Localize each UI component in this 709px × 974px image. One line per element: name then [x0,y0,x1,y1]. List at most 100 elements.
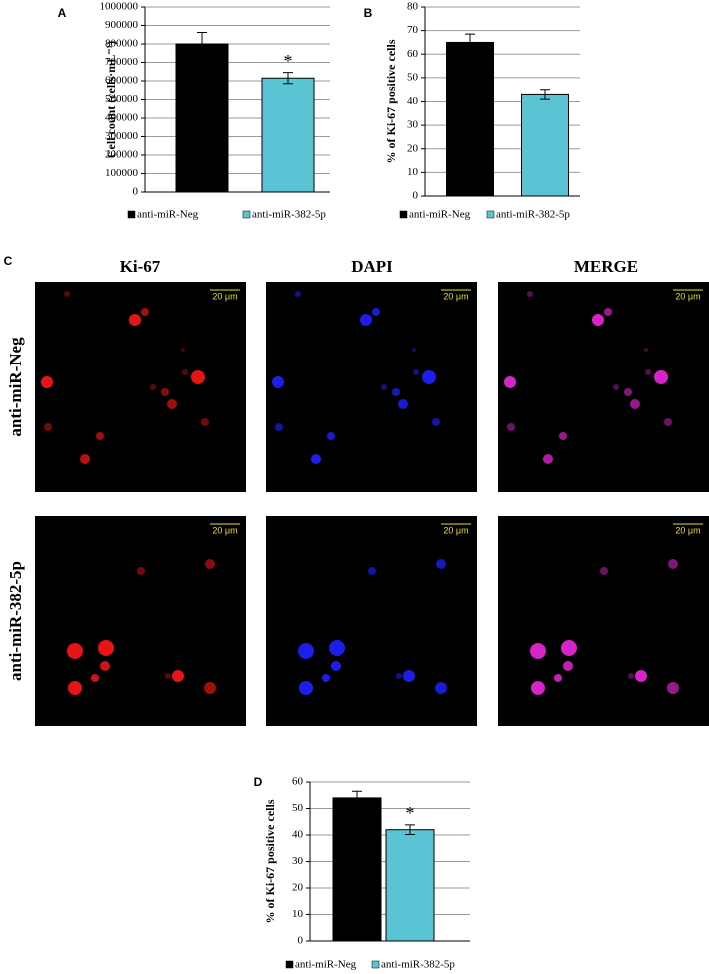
micrograph [498,516,709,726]
cell-nucleus [172,670,184,682]
y-tick-label: 20 [292,882,304,894]
cell-nucleus [436,559,446,569]
y-tick-label: 600000 [105,75,139,87]
cell-nucleus [368,567,376,575]
y-tick-label: 60 [292,776,304,788]
scale-bar-label: 20 μm [675,291,700,301]
cell-nucleus [327,432,335,440]
cell-nucleus [392,388,400,396]
cell-nucleus [205,559,215,569]
cell-nucleus [563,661,573,671]
cell-nucleus [191,370,205,384]
cell-nucleus [204,682,216,694]
micrograph [35,282,246,492]
cell-nucleus [181,348,185,352]
y-axis-title: % of Ki-67 positive cells [384,39,398,163]
legend-swatch [486,210,495,219]
micrograph [35,516,246,726]
cell-nucleus [396,673,402,679]
error-bar [283,72,293,85]
cell-nucleus [150,384,156,390]
cell-nucleus [329,640,345,656]
cell-nucleus [531,681,545,695]
error-bar [405,824,415,835]
legend-label: anti-miR-382-5p [252,209,326,221]
error-bar [465,33,475,52]
legend-swatch [371,960,380,969]
cell-nucleus [381,384,387,390]
cell-nucleus [422,370,436,384]
cell-nucleus [403,670,415,682]
cell-nucleus [322,674,330,682]
y-tick-label: 20 [407,142,419,154]
legend-label: anti-miR-382-5p [496,209,570,221]
cell-nucleus [559,432,567,440]
significance-mark: * [284,51,293,71]
micrograph [498,282,709,492]
y-tick-label: 400000 [105,112,139,124]
y-axis-title: % of Ki-67 positive cells [263,799,277,923]
cell-nucleus [295,291,301,297]
y-tick-label: 300000 [105,130,139,142]
cell-nucleus [398,399,408,409]
scale-bar-label: 20 μm [675,525,700,535]
column-header: MERGE [574,257,638,276]
error-bar [352,790,362,806]
cell-nucleus [141,308,149,316]
y-tick-label: 70 [407,24,419,36]
cell-nucleus [331,661,341,671]
y-tick-label: 50 [407,71,419,83]
micrograph [266,282,477,492]
bar [175,43,229,193]
legend-label: anti-miR-Neg [137,209,199,221]
cell-nucleus [412,348,416,352]
cell-nucleus [91,674,99,682]
cell-nucleus [100,661,110,671]
significance-mark: * [406,803,415,823]
panel-label: D [254,775,263,789]
y-tick-label: 100000 [105,167,139,179]
legend-swatch [399,210,408,219]
cell-nucleus [413,369,419,375]
y-tick-label: 10 [292,908,304,920]
cell-nucleus [527,291,533,297]
cell-nucleus [630,399,640,409]
cell-nucleus [635,670,647,682]
cell-nucleus [604,308,612,316]
row-header: anti-miR-Neg [6,337,25,437]
cell-nucleus [530,643,546,659]
y-tick-label: 0 [413,190,419,202]
y-tick-label: 10 [407,166,419,178]
cell-nucleus [554,674,562,682]
cell-nucleus [600,567,608,575]
cell-nucleus [167,399,177,409]
cell-nucleus [592,314,604,326]
legend-label: anti-miR-Neg [295,959,357,971]
y-tick-label: 60 [407,48,419,60]
cell-nucleus [96,432,104,440]
cell-nucleus [129,314,141,326]
y-tick-label: 500000 [105,93,139,105]
y-tick-label: 200000 [105,149,139,161]
scale-bar-label: 20 μm [443,525,468,535]
cell-nucleus [654,370,668,384]
panel-label: B [364,6,373,20]
bar [332,797,382,942]
scale-bar-label: 20 μm [212,291,237,301]
cell-nucleus [98,640,114,656]
cell-nucleus [668,559,678,569]
legend-swatch [127,210,136,219]
y-tick-label: 80 [407,1,419,13]
y-tick-label: 0 [133,186,139,198]
cell-nucleus [201,418,209,426]
bar [385,829,435,942]
cell-nucleus [543,454,553,464]
cell-nucleus [137,567,145,575]
column-header: DAPI [351,257,393,276]
cell-nucleus [80,454,90,464]
y-tick-label: 30 [292,855,304,867]
y-tick-label: 0 [298,935,304,947]
cell-nucleus [507,423,515,431]
cell-nucleus [667,682,679,694]
